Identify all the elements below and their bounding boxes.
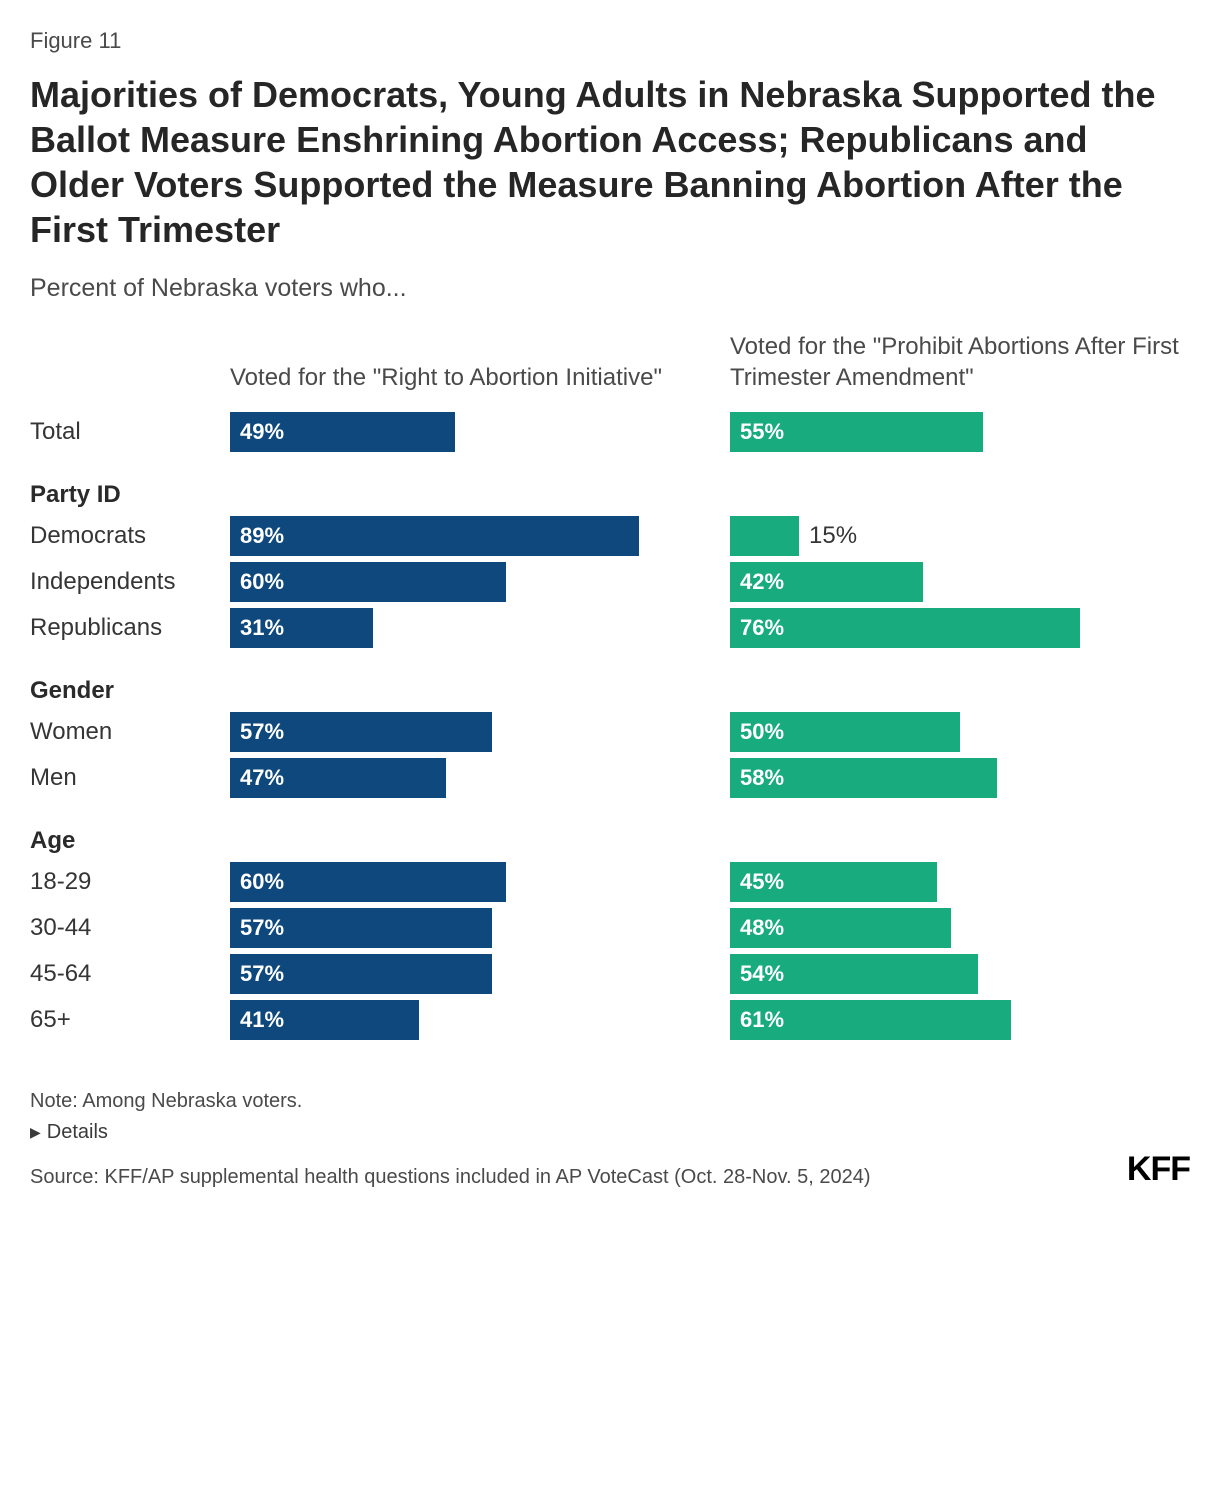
row-label: Republicans: [30, 614, 230, 642]
kff-logo: KFF: [1127, 1150, 1190, 1189]
right-bar-cell: 61%: [730, 1000, 1190, 1040]
left-bar: 60%: [230, 862, 506, 902]
right-bar: 58%: [730, 758, 997, 798]
right-bar: 48%: [730, 908, 951, 948]
left-bar-value: 60%: [230, 569, 284, 595]
left-bar-value: 31%: [230, 615, 284, 641]
chart-body: Total49%55%Party IDDemocrats89%15%Indepe…: [30, 409, 1190, 1055]
chevron-right-icon: ▶: [30, 1124, 41, 1141]
right-bar-cell: 54%: [730, 954, 1190, 994]
data-row: 65+41% 61%: [30, 997, 1190, 1043]
left-bar-value: 49%: [230, 419, 284, 445]
right-bar: 15%: [730, 516, 799, 556]
source-text: Source: KFF/AP supplemental health quest…: [30, 1166, 870, 1189]
left-bar: 47%: [230, 758, 446, 798]
right-bar-cell: 55%: [730, 412, 1190, 452]
left-bar-cell: 60%: [230, 862, 690, 902]
row-label: Men: [30, 764, 230, 792]
right-bar-value: 50%: [730, 719, 784, 745]
data-row: 18-2960% 45%: [30, 859, 1190, 905]
right-bar-cell: 76%: [730, 608, 1190, 648]
right-bar-value: 76%: [730, 615, 784, 641]
right-bar-cell: 58%: [730, 758, 1190, 798]
chart-footer: Source: KFF/AP supplemental health quest…: [30, 1150, 1190, 1189]
right-bar: 45%: [730, 862, 937, 902]
row-label: Democrats: [30, 522, 230, 550]
column-headers: Voted for the "Right to Abortion Initiat…: [30, 331, 1190, 399]
left-bar-cell: 31%: [230, 608, 690, 648]
data-row: Total49% 55%: [30, 409, 1190, 455]
row-label: Total: [30, 418, 230, 446]
left-bar-cell: 60%: [230, 562, 690, 602]
chart-title: Majorities of Democrats, Young Adults in…: [30, 72, 1190, 252]
left-bar-cell: 47%: [230, 758, 690, 798]
data-row: 45-6457% 54%: [30, 951, 1190, 997]
row-label: Independents: [30, 568, 230, 596]
row-label: 30-44: [30, 914, 230, 942]
left-bar: 89%: [230, 516, 639, 556]
chart-note: Note: Among Nebraska voters.: [30, 1085, 1190, 1117]
row-label: Women: [30, 718, 230, 746]
left-bar: 49%: [230, 412, 455, 452]
data-row: Independents60% 42%: [30, 559, 1190, 605]
row-label: 45-64: [30, 960, 230, 988]
left-bar: 31%: [230, 608, 373, 648]
figure-container: Figure 11 Majorities of Democrats, Young…: [0, 0, 1220, 1209]
left-bar-cell: 57%: [230, 712, 690, 752]
left-bar: 57%: [230, 954, 492, 994]
group-header: Gender: [30, 663, 1190, 709]
left-bar-value: 57%: [230, 961, 284, 987]
right-bar-value: 45%: [730, 869, 784, 895]
left-bar-value: 57%: [230, 719, 284, 745]
left-bar: 60%: [230, 562, 506, 602]
right-bar-cell: 42%: [730, 562, 1190, 602]
group-header: Party ID: [30, 467, 1190, 513]
left-bar-cell: 89%: [230, 516, 690, 556]
right-bar-cell: 15%: [730, 516, 1190, 556]
right-bar-value: 61%: [730, 1007, 784, 1033]
right-bar-cell: 45%: [730, 862, 1190, 902]
right-bar: 54%: [730, 954, 978, 994]
left-bar-cell: 41%: [230, 1000, 690, 1040]
right-column-header: Voted for the "Prohibit Abortions After …: [730, 331, 1190, 399]
right-bar-value: 54%: [730, 961, 784, 987]
right-bar-value: 48%: [730, 915, 784, 941]
right-bar-value: 58%: [730, 765, 784, 791]
left-bar-value: 89%: [230, 523, 284, 549]
data-row: 30-4457% 48%: [30, 905, 1190, 951]
right-bar-value: 15%: [799, 516, 857, 556]
data-row: Democrats89% 15%: [30, 513, 1190, 559]
left-bar-value: 60%: [230, 869, 284, 895]
details-toggle[interactable]: ▶ Details: [30, 1121, 1190, 1144]
left-bar-value: 41%: [230, 1007, 284, 1033]
left-bar-value: 47%: [230, 765, 284, 791]
right-bar: 50%: [730, 712, 960, 752]
left-bar: 57%: [230, 908, 492, 948]
row-label: 18-29: [30, 868, 230, 896]
left-bar-cell: 49%: [230, 412, 690, 452]
right-bar: 61%: [730, 1000, 1011, 1040]
right-bar: 76%: [730, 608, 1080, 648]
right-bar-cell: 48%: [730, 908, 1190, 948]
figure-label: Figure 11: [30, 28, 1190, 54]
right-bar-value: 55%: [730, 419, 784, 445]
data-row: Men47% 58%: [30, 755, 1190, 801]
left-bar: 41%: [230, 1000, 419, 1040]
group-header: Age: [30, 813, 1190, 859]
data-row: Women57% 50%: [30, 709, 1190, 755]
right-bar: 42%: [730, 562, 923, 602]
left-column-header: Voted for the "Right to Abortion Initiat…: [230, 362, 690, 399]
details-label: Details: [47, 1121, 108, 1144]
chart-subtitle: Percent of Nebraska voters who...: [30, 274, 1190, 303]
right-bar-cell: 50%: [730, 712, 1190, 752]
right-bar: 55%: [730, 412, 983, 452]
left-bar-cell: 57%: [230, 954, 690, 994]
data-row: Republicans31% 76%: [30, 605, 1190, 651]
right-bar-value: 42%: [730, 569, 784, 595]
left-bar: 57%: [230, 712, 492, 752]
left-bar-value: 57%: [230, 915, 284, 941]
left-bar-cell: 57%: [230, 908, 690, 948]
row-label: 65+: [30, 1006, 230, 1034]
